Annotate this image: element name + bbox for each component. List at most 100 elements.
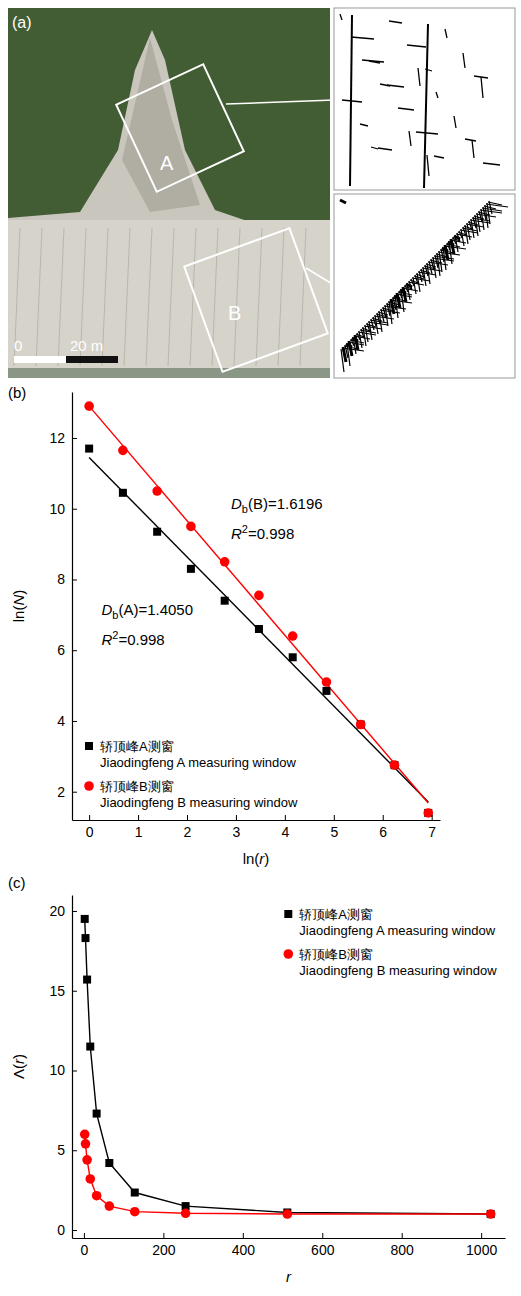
legend: 轿顶峰A测窗Jiaodingfeng A measuring window轿顶峰… [84, 739, 298, 810]
data-point [84, 401, 94, 411]
legend-label-line: 轿顶峰B测窗 [100, 779, 174, 794]
crack [351, 37, 374, 39]
panel-label: (c) [8, 874, 26, 891]
crack [380, 84, 390, 86]
tick-mark [402, 1233, 403, 1238]
crack [378, 148, 392, 150]
tick-mark [72, 911, 77, 912]
tick: 4 [281, 815, 289, 840]
annotation: Db(B)=1.6196 [231, 495, 323, 515]
crack [370, 320, 388, 323]
tick-mark [187, 815, 188, 820]
data-point [85, 445, 93, 453]
data-point [85, 1174, 95, 1184]
tick-mark [285, 815, 286, 820]
tick-label: 8 [57, 571, 65, 587]
text-part: r [286, 1268, 292, 1285]
cliff-joint [300, 228, 306, 366]
crack [377, 313, 380, 324]
text-part: D [231, 495, 242, 512]
y-axis-title: ln(N) [10, 590, 27, 623]
crack [483, 163, 500, 165]
text-part: =0.998 [118, 631, 164, 648]
crack [350, 340, 364, 343]
crack [482, 208, 502, 211]
data-point [186, 522, 196, 532]
crack [388, 302, 400, 305]
legend-entry: 轿顶峰B测窗Jiaodingfeng B measuring window [284, 947, 498, 978]
chart: 0200400600800100005101520rΛ(r)(c)轿顶峰A测窗J… [8, 874, 506, 1285]
cliff-joint [168, 228, 174, 366]
text-part: ) [10, 590, 27, 595]
text-part: N [10, 595, 27, 606]
crack [383, 307, 386, 318]
legend-label: 轿顶峰A测窗Jiaodingfeng A measuring window [100, 739, 296, 770]
crack [373, 317, 376, 326]
data-point [82, 1155, 92, 1165]
legend-label: 轿顶峰B测窗Jiaodingfeng B measuring window [100, 779, 298, 810]
crack [477, 213, 480, 232]
cliff-joint [36, 228, 42, 366]
crack-inset [334, 8, 515, 190]
data-point [289, 653, 297, 661]
tick: 7 [428, 815, 436, 840]
tick-label: 200 [152, 1242, 176, 1258]
data-point [356, 720, 366, 730]
axis-line [72, 896, 73, 1239]
tick-mark [322, 1233, 323, 1238]
vegetation [8, 8, 330, 226]
connector [226, 100, 334, 104]
crack-inset [334, 194, 515, 378]
axis-line [73, 820, 441, 821]
tick-mark [72, 579, 77, 580]
crack [416, 132, 438, 134]
crack [462, 228, 478, 231]
tick-label: 10 [49, 1062, 65, 1078]
tick: 0 [81, 1233, 89, 1258]
legend-label-line: Jiaodingfeng B measuring window [100, 795, 298, 810]
crack [355, 335, 358, 350]
legend-marker [284, 910, 292, 918]
data-point [86, 1043, 94, 1051]
crack [479, 211, 482, 222]
crack [454, 236, 460, 239]
tick-label: 0 [86, 824, 94, 840]
legend-label-line: 轿顶峰A测窗 [100, 739, 174, 754]
tick-label: 3 [233, 824, 241, 840]
data-point [221, 597, 229, 605]
axis-line [72, 393, 73, 821]
scale-label: 20 m [70, 337, 103, 354]
panel-label: (b) [8, 384, 26, 401]
data-point [92, 1191, 102, 1201]
tick-mark [72, 991, 77, 992]
text-part: =0.998 [248, 525, 294, 542]
data-point [105, 1159, 113, 1167]
legend: 轿顶峰A测窗Jiaodingfeng A measuring window轿顶峰… [284, 907, 498, 978]
crack [362, 60, 384, 62]
legend-label-line: 轿顶峰A测窗 [299, 907, 373, 922]
data-point [220, 557, 230, 567]
tick: 3 [233, 815, 241, 840]
panel-label: (a) [12, 14, 32, 31]
tick-mark [236, 815, 237, 820]
crack [380, 310, 400, 313]
tick-mark [138, 815, 139, 820]
crack [340, 14, 342, 20]
plot-area [80, 915, 496, 1219]
chart: 0123456724681012ln(r)ln(N)(b)Db(B)=1.619… [8, 384, 441, 867]
crack [409, 131, 411, 146]
crack [398, 292, 412, 295]
crack [341, 349, 344, 372]
x-axis-title: ln(r) [243, 850, 270, 867]
tick-label: 800 [391, 1242, 415, 1258]
tick: 4 [57, 713, 77, 729]
tick: 5 [57, 1142, 77, 1158]
series-line [85, 1134, 491, 1214]
figure: AB020 m(a)0123456724681012ln(r)ln(N)(b)D… [0, 0, 521, 1296]
legend-marker [85, 742, 93, 750]
legend-entry: 轿顶峰A测窗Jiaodingfeng A measuring window [85, 739, 296, 770]
data-point [487, 1210, 495, 1218]
text-part: Λ( [10, 1064, 27, 1079]
data-point [119, 489, 127, 497]
x-axis: 01234567 [73, 815, 441, 840]
